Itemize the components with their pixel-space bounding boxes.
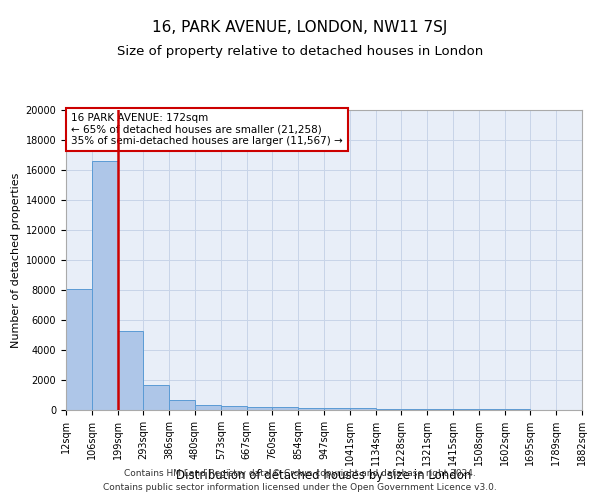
Text: 16, PARK AVENUE, LONDON, NW11 7SJ: 16, PARK AVENUE, LONDON, NW11 7SJ	[152, 20, 448, 35]
Bar	[66, 288, 92, 410]
X-axis label: Distribution of detached houses by size in London: Distribution of detached houses by size …	[176, 470, 472, 482]
Bar	[324, 408, 350, 410]
Bar	[247, 407, 272, 410]
Bar	[453, 409, 479, 410]
Bar	[350, 408, 376, 410]
Text: Size of property relative to detached houses in London: Size of property relative to detached ho…	[117, 45, 483, 58]
Bar	[401, 409, 427, 410]
Bar	[92, 161, 118, 410]
Bar	[376, 408, 401, 410]
Text: 16 PARK AVENUE: 172sqm
← 65% of detached houses are smaller (21,258)
35% of semi: 16 PARK AVENUE: 172sqm ← 65% of detached…	[71, 113, 343, 146]
Bar	[272, 408, 298, 410]
Bar	[143, 384, 169, 410]
Bar	[427, 409, 453, 410]
Bar	[195, 405, 221, 410]
Bar	[221, 406, 247, 410]
Bar	[169, 400, 195, 410]
Bar	[298, 408, 324, 410]
Bar	[118, 330, 143, 410]
Text: Contains HM Land Registry data © Crown copyright and database right 2024.: Contains HM Land Registry data © Crown c…	[124, 468, 476, 477]
Text: Contains public sector information licensed under the Open Government Licence v3: Contains public sector information licen…	[103, 484, 497, 492]
Y-axis label: Number of detached properties: Number of detached properties	[11, 172, 22, 348]
